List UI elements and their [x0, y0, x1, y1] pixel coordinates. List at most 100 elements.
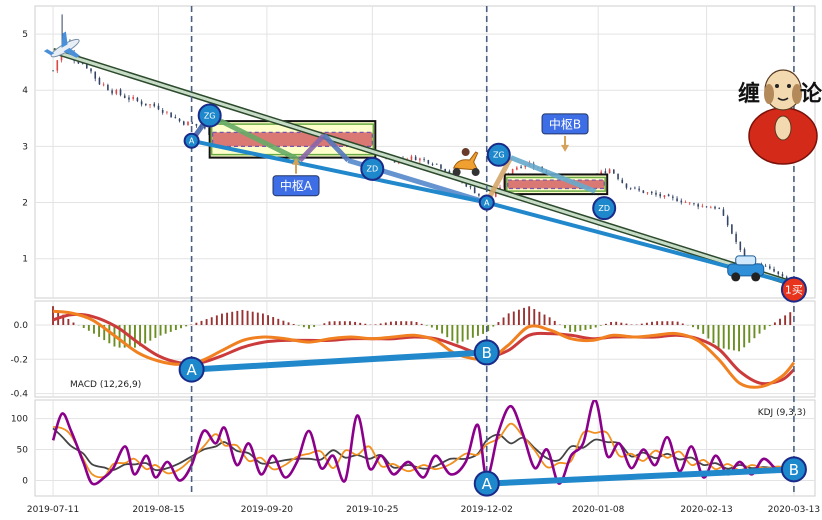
macd-histogram-bar — [277, 318, 280, 325]
candle-body — [726, 216, 729, 226]
x-tick-labels: 2019-07-11 2019-08-15 2019-09-20 2019-10-25… — [27, 505, 820, 515]
candle-body — [667, 194, 670, 197]
macd-histogram-bar — [297, 325, 300, 326]
candle-body — [414, 156, 417, 161]
candle-body — [777, 271, 780, 274]
macd-histogram-bar — [349, 321, 351, 325]
macd-histogram-bar — [697, 325, 700, 330]
car-icon-wheel — [731, 272, 741, 282]
macd-histogram-bar — [517, 309, 520, 325]
kdj-k-line — [52, 422, 795, 479]
candle-body — [140, 101, 143, 105]
candle-body — [191, 122, 194, 124]
macd-histogram-bar — [564, 325, 566, 329]
pivot-marker-label: A — [484, 198, 490, 207]
macd-point-marker-circle — [178, 356, 205, 383]
candle-body — [115, 90, 118, 94]
macd-histogram-bar — [528, 306, 531, 325]
chan-logo-char: 论 — [800, 81, 822, 107]
macd-histogram-bar — [738, 325, 741, 352]
chan-logo-eye — [775, 84, 779, 88]
macd-histogram-bar — [205, 319, 208, 325]
macd-histogram-bar — [446, 325, 449, 338]
pivot-marker: ZG — [197, 103, 222, 128]
macd-histogram-bar — [200, 320, 203, 325]
candle-body — [524, 165, 527, 168]
macd-histogram-bar — [589, 325, 592, 330]
bi-stroke — [298, 133, 326, 163]
candle-body — [473, 187, 476, 194]
macd-histogram-bar — [512, 311, 515, 325]
macd-histogram-bar — [671, 321, 674, 325]
macd-histogram-bar — [338, 321, 341, 325]
pivot-marker-circle — [486, 142, 511, 167]
candle-body — [629, 187, 632, 189]
macd-histogram-bar — [430, 325, 433, 328]
macd-histogram-bar — [144, 325, 147, 344]
candle-body — [608, 169, 611, 174]
bi-stroke — [322, 133, 351, 163]
macd-histogram-bar — [98, 325, 101, 337]
macd-histogram-bar — [594, 325, 597, 328]
zhongshu-callout-label: 中枢B — [549, 116, 581, 131]
macd-histogram-bar — [502, 317, 505, 325]
candle-body — [701, 205, 704, 207]
macd-histogram-bar — [410, 321, 413, 325]
candle-body — [157, 105, 160, 110]
macd-histogram-bar — [87, 325, 90, 331]
macd-histogram-bar — [256, 312, 259, 325]
macd-histogram-bar — [661, 321, 664, 325]
macd-histogram-bar — [471, 325, 474, 338]
macd-histogram-bar — [180, 325, 182, 329]
macd-histogram-bar — [461, 325, 464, 342]
candle-body — [718, 207, 721, 209]
chan-logo-ear — [792, 84, 802, 104]
pivot-marker: A — [183, 132, 200, 149]
macd-histogram-bar — [93, 325, 95, 334]
candle-body — [520, 166, 522, 168]
scooter-icon — [452, 148, 480, 177]
candle-body — [731, 224, 733, 234]
candle-body — [204, 126, 206, 129]
macd-tick-label: -0.2 — [10, 355, 28, 365]
candle-body — [781, 274, 784, 277]
macd-histogram-bar — [164, 325, 167, 334]
pivot-marker: ZG — [486, 142, 511, 167]
macd-histogram-bar — [221, 313, 223, 325]
kdj-tick-label: 0 — [22, 477, 28, 487]
candle-body — [709, 207, 712, 209]
candle-body — [621, 179, 624, 183]
macd-histogram-bar — [656, 321, 659, 325]
macd-histogram-bar — [579, 325, 582, 331]
candle-body — [646, 192, 649, 194]
chan-logo-mouth — [777, 97, 789, 101]
macd-panel-label: MACD (12,26,9) — [70, 380, 141, 390]
macd-histogram-bar — [272, 317, 275, 325]
kdj-point-marker: A — [473, 470, 500, 497]
macd-histogram-bar — [395, 321, 397, 325]
macd-histogram-bar — [333, 321, 336, 325]
macd-histogram-bar — [103, 325, 106, 341]
bi-stroke — [484, 156, 514, 204]
macd-histogram-bar — [374, 324, 377, 325]
candle-body — [688, 202, 691, 204]
candle-body — [56, 60, 59, 71]
macd-histogram-bar — [241, 309, 244, 325]
macd-histogram-bar — [753, 325, 756, 339]
macd-histogram-bar — [748, 325, 751, 343]
macd-histogram-bar — [620, 322, 623, 325]
pivot-marker-circle — [478, 194, 495, 211]
candle-body — [132, 97, 134, 99]
chan-logo-eye — [787, 84, 791, 88]
car-icon-wheel — [751, 272, 761, 282]
candle-body — [111, 90, 113, 94]
macd-histogram-bar — [743, 325, 746, 348]
macd-histogram-bar — [231, 311, 234, 325]
macd-histogram-bar — [604, 323, 607, 325]
macd-histogram-bar — [62, 314, 65, 325]
macd-histogram-bar — [722, 325, 725, 349]
x-tick-label: 2019-07-11 — [27, 505, 79, 515]
candle-body — [444, 168, 446, 172]
macd-histogram-bar — [615, 321, 618, 325]
macd-histogram-bar — [67, 318, 70, 325]
